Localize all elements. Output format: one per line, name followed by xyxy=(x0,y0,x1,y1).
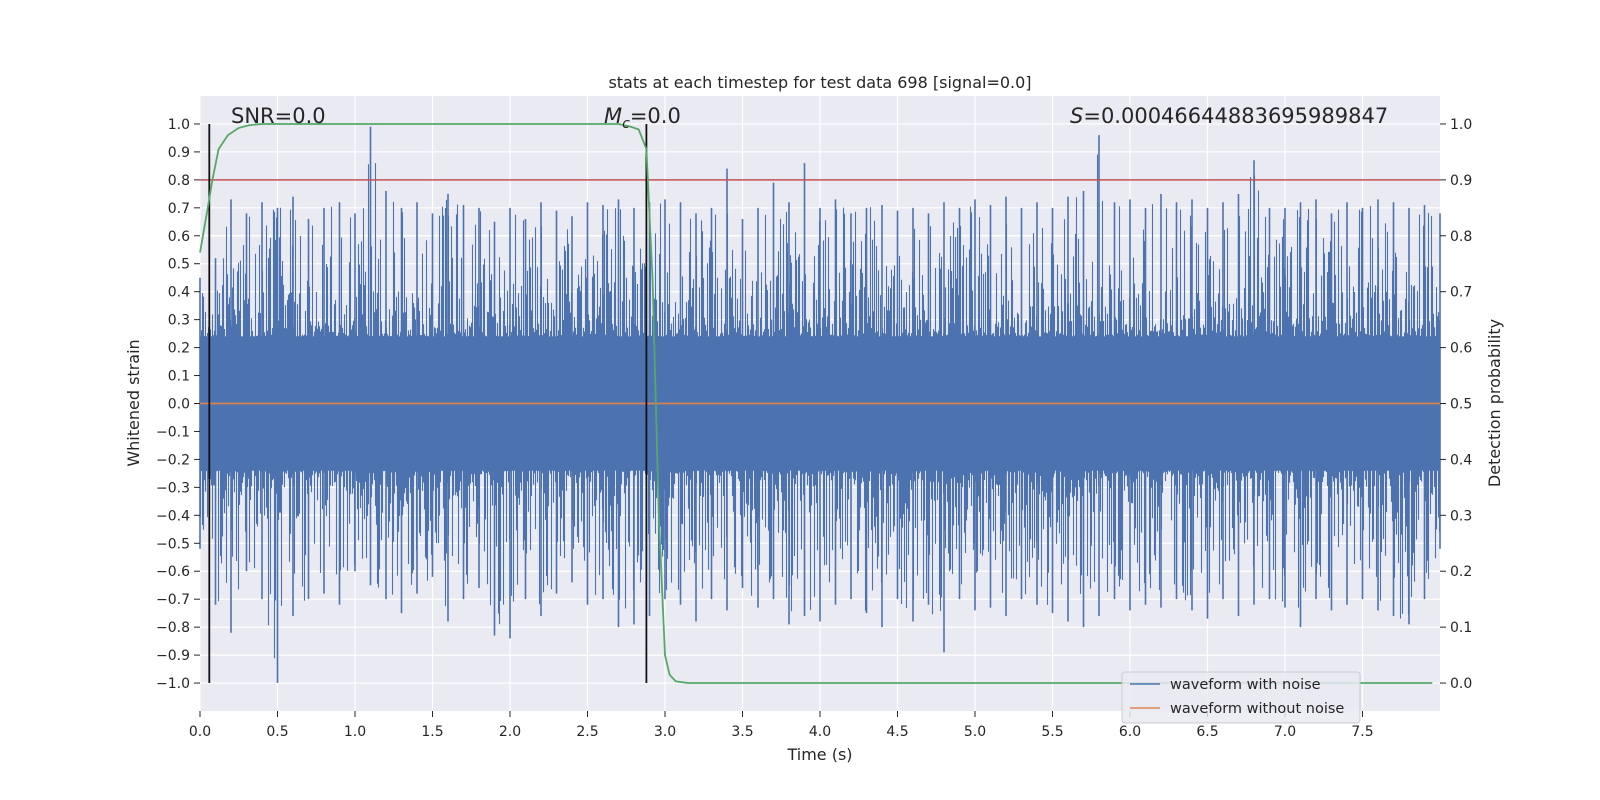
y-right-tick-label: 0.4 xyxy=(1450,452,1472,468)
y-right-tick-label: 0.6 xyxy=(1450,341,1472,357)
x-tick-label: 3.0 xyxy=(654,724,676,740)
legend-label-clean: waveform without noise xyxy=(1170,701,1344,717)
y-tick-label: 1.0 xyxy=(168,117,190,133)
y-tick-label: −0.5 xyxy=(156,536,190,552)
y-tick-label: 0.7 xyxy=(168,201,190,217)
y-tick-label: 0.4 xyxy=(168,285,190,301)
x-tick-label: 3.5 xyxy=(731,724,753,740)
y-tick-label: −0.3 xyxy=(156,480,190,496)
y-tick-label: −0.6 xyxy=(156,564,190,580)
x-tick-label: 1.0 xyxy=(344,724,366,740)
y-axis-label-right: Detection probability xyxy=(1485,319,1504,487)
x-axis-label: Time (s) xyxy=(786,745,852,764)
y-tick-label: −0.9 xyxy=(156,648,190,664)
x-tick-label: 5.5 xyxy=(1041,724,1063,740)
s-symbol: S xyxy=(1070,104,1083,128)
y-axis-label: Whitened strain xyxy=(124,339,143,466)
y-tick-label: −0.1 xyxy=(156,424,190,440)
x-tick-label: 2.5 xyxy=(576,724,598,740)
y-tick-label: 0.1 xyxy=(168,369,190,385)
y-right-tick-label: 0.9 xyxy=(1450,173,1472,189)
x-tick-label: 6.5 xyxy=(1196,724,1218,740)
x-tick-label: 2.0 xyxy=(499,724,521,740)
x-tick-label: 5.0 xyxy=(964,724,986,740)
chart-title: stats at each timestep for test data 698… xyxy=(608,73,1031,92)
y-tick-label: 0.6 xyxy=(168,229,190,245)
s-annotation: S=0.00046644883695989847 xyxy=(1070,104,1388,128)
y-right-tick-label: 0.2 xyxy=(1450,564,1472,580)
detection-probability-line xyxy=(199,123,1433,684)
mc-value: =0.0 xyxy=(630,104,681,128)
x-tick-label: 0.5 xyxy=(266,724,288,740)
x-tick-label: 4.0 xyxy=(809,724,831,740)
y-tick-label: −0.7 xyxy=(156,592,190,608)
x-tick-label: 7.0 xyxy=(1274,724,1296,740)
x-tick-label: 0.0 xyxy=(189,724,211,740)
mc-annotation: Mc=0.0 xyxy=(604,104,681,132)
y-tick-label: 0.0 xyxy=(168,397,190,413)
x-tick-label: 6.0 xyxy=(1119,724,1141,740)
y-right-tick-label: 0.5 xyxy=(1450,397,1472,413)
right-axis-ticks: 1.0 0.9 0.8 0.7 0.6 0.5 0.4 0.3 0.2 0.1 0.0 xyxy=(1440,117,1472,692)
y-tick-label: −0.2 xyxy=(156,452,190,468)
y-tick-label: 0.5 xyxy=(168,257,190,273)
x-tick-label: 4.5 xyxy=(886,724,908,740)
legend-box xyxy=(1121,671,1361,724)
y-tick-label: 0.9 xyxy=(168,145,190,161)
legend-label-noise: waveform with noise xyxy=(1170,677,1321,693)
s-value: =0.00046644883695989847 xyxy=(1083,104,1388,128)
y-tick-label: 0.3 xyxy=(168,313,190,329)
mc-symbol: M xyxy=(604,104,622,128)
reference-lines xyxy=(199,123,1440,684)
y-tick-label: −1.0 xyxy=(156,676,190,692)
y-tick-label: −0.4 xyxy=(156,508,190,524)
y-right-tick-label: 1.0 xyxy=(1450,117,1472,133)
legend: waveform with noise waveform without noi… xyxy=(1121,671,1361,724)
x-tick-label: 7.5 xyxy=(1351,724,1373,740)
strain-spikes xyxy=(199,126,1441,684)
y-tick-label: 0.2 xyxy=(168,341,190,357)
y-right-tick-label: 0.8 xyxy=(1450,229,1472,245)
y-tick-label: 0.8 xyxy=(168,173,190,189)
y-right-tick-label: 0.1 xyxy=(1450,620,1472,636)
y-right-tick-label: 0.7 xyxy=(1450,285,1472,301)
y-right-tick-label: 0.3 xyxy=(1450,508,1472,524)
snr-annotation: SNR=0.0 xyxy=(231,104,326,128)
x-axis-ticks: 0.0 0.5 1.0 1.5 2.0 2.5 3.0 3.5 4.0 4.5 5.0 5.5 6.0 6… xyxy=(189,711,1374,740)
left-axis-ticks: 1.0 0.9 0.8 0.7 0.6 0.5 0.4 0.3 0.2 0.1 0.0 −0.1 −0.… xyxy=(156,117,200,692)
mc-subscript: c xyxy=(622,116,630,132)
y-tick-label: −0.8 xyxy=(156,620,190,636)
y-right-tick-label: 0.0 xyxy=(1450,676,1472,692)
x-tick-label: 1.5 xyxy=(421,724,443,740)
